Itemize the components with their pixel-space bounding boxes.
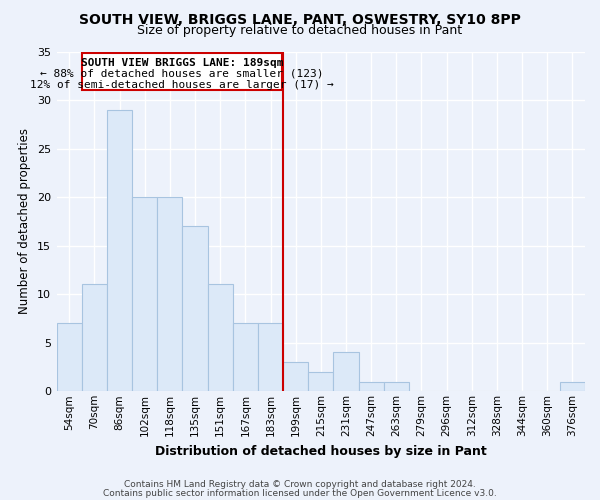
Bar <box>182 226 208 392</box>
Text: 12% of semi-detached houses are larger (17) →: 12% of semi-detached houses are larger (… <box>30 80 334 90</box>
Bar <box>283 362 308 392</box>
Bar <box>560 382 585 392</box>
Bar <box>359 382 384 392</box>
Bar <box>132 197 157 392</box>
Text: SOUTH VIEW BRIGGS LANE: 189sqm: SOUTH VIEW BRIGGS LANE: 189sqm <box>80 58 283 68</box>
Text: ← 88% of detached houses are smaller (123): ← 88% of detached houses are smaller (12… <box>40 69 323 79</box>
Bar <box>57 324 82 392</box>
FancyBboxPatch shape <box>82 54 282 90</box>
X-axis label: Distribution of detached houses by size in Pant: Distribution of detached houses by size … <box>155 444 487 458</box>
Bar <box>258 324 283 392</box>
Y-axis label: Number of detached properties: Number of detached properties <box>19 128 31 314</box>
Text: Size of property relative to detached houses in Pant: Size of property relative to detached ho… <box>137 24 463 37</box>
Text: Contains HM Land Registry data © Crown copyright and database right 2024.: Contains HM Land Registry data © Crown c… <box>124 480 476 489</box>
Text: SOUTH VIEW, BRIGGS LANE, PANT, OSWESTRY, SY10 8PP: SOUTH VIEW, BRIGGS LANE, PANT, OSWESTRY,… <box>79 12 521 26</box>
Bar <box>334 352 359 392</box>
Text: Contains public sector information licensed under the Open Government Licence v3: Contains public sector information licen… <box>103 488 497 498</box>
Bar <box>233 324 258 392</box>
Bar <box>208 284 233 392</box>
Bar <box>107 110 132 392</box>
Bar <box>384 382 409 392</box>
Bar <box>82 284 107 392</box>
Bar <box>157 197 182 392</box>
Bar <box>308 372 334 392</box>
